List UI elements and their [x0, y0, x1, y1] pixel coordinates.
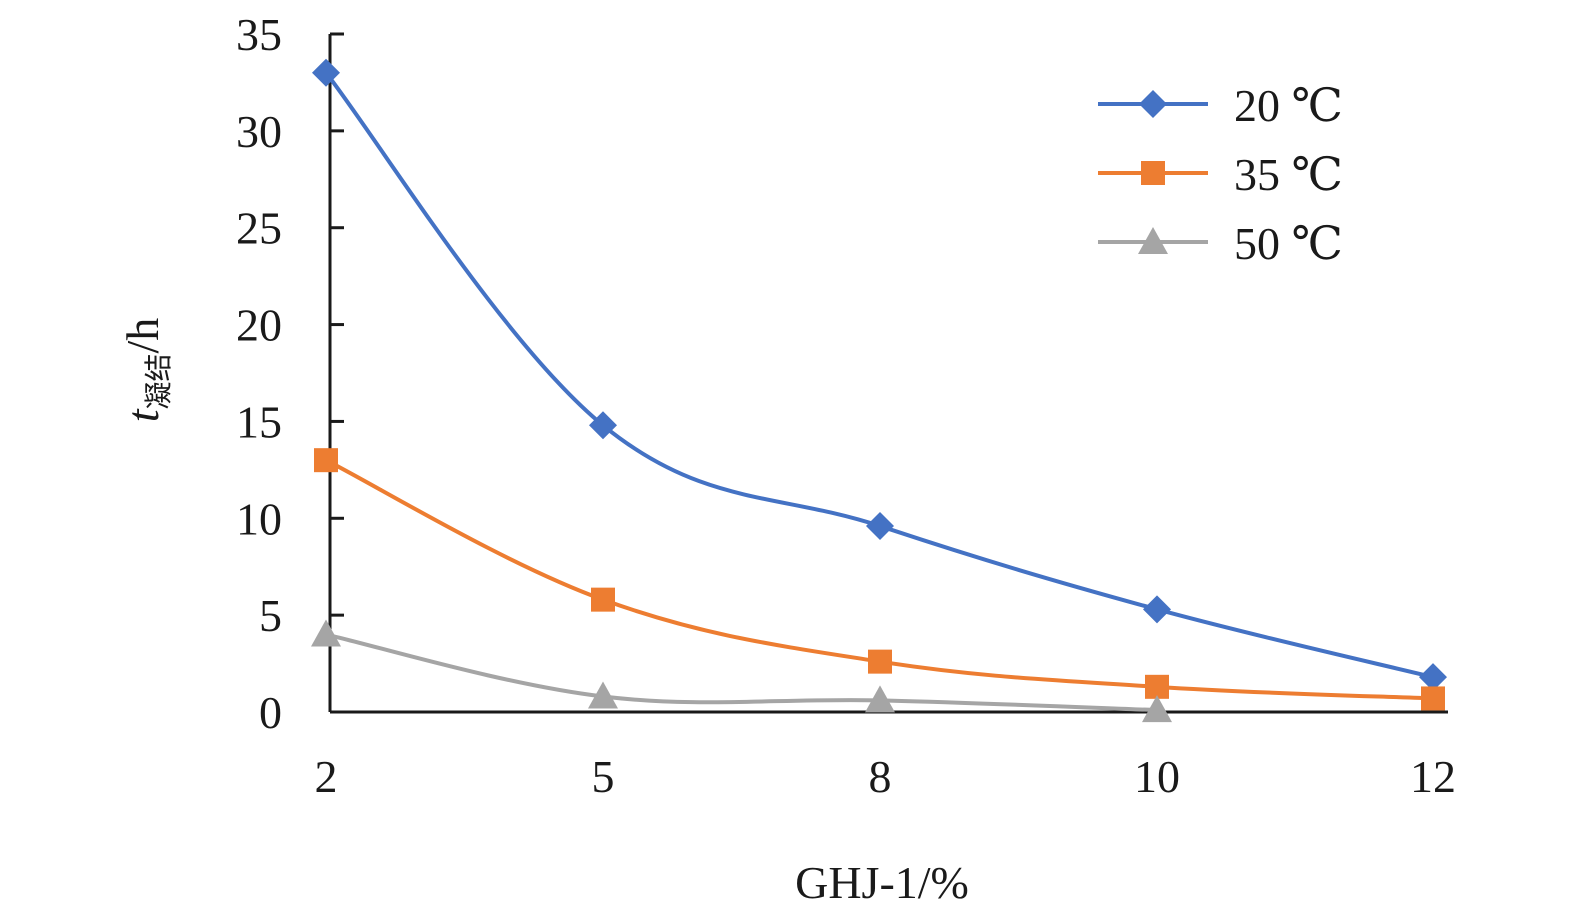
data-point: [591, 587, 615, 612]
y-tick-label: 30: [236, 106, 282, 157]
y-axis-title-subscript: 凝结: [143, 353, 175, 409]
y-tick-label: 5: [259, 590, 282, 641]
data-point: [865, 685, 895, 713]
legend-marker: [1141, 161, 1165, 185]
legend-item: 50 ℃: [1098, 218, 1343, 269]
legend-marker: [1138, 227, 1168, 254]
data-point: [1143, 595, 1171, 624]
legend-item: 35 ℃: [1098, 149, 1343, 200]
data-point: [1142, 695, 1172, 723]
legend: 20 ℃ 35 ℃ 50 ℃: [1098, 80, 1343, 269]
data-point: [868, 649, 892, 674]
y-tick-label: 35: [236, 9, 282, 60]
data-point: [312, 58, 340, 87]
x-axis-ticks: 2 5 8 10 12: [315, 751, 1457, 802]
legend-marker: [1139, 90, 1167, 118]
data-point: [588, 681, 618, 709]
y-axis-title-unit: /h: [117, 318, 168, 354]
x-tick-label: 10: [1134, 751, 1180, 802]
legend-label: 35 ℃: [1234, 149, 1343, 200]
data-point: [1421, 686, 1445, 711]
y-axis-title-main: t: [117, 408, 168, 422]
legend-label: 20 ℃: [1234, 80, 1343, 131]
y-tick-label: 25: [236, 203, 282, 254]
data-point: [314, 448, 338, 473]
data-point: [1419, 663, 1447, 692]
data-point: [589, 411, 617, 440]
series-layer: [311, 58, 1447, 723]
x-axis-title: GHJ-1/%: [795, 857, 969, 908]
x-tick-label: 8: [869, 751, 892, 802]
data-point: [311, 619, 341, 647]
y-axis-title: t凝结/h: [117, 318, 175, 423]
data-point: [866, 512, 894, 541]
legend-label: 50 ℃: [1234, 218, 1343, 269]
legend-item: 20 ℃: [1098, 80, 1343, 131]
series-line: [325, 632, 1158, 713]
series-1: [314, 448, 1445, 711]
y-tick-label: 15: [236, 396, 282, 447]
data-point: [1145, 674, 1169, 699]
y-tick-label: 20: [236, 300, 282, 351]
y-tick-label: 0: [259, 687, 282, 738]
y-tick-label: 10: [236, 493, 282, 544]
x-tick-label: 2: [315, 751, 338, 802]
axes: [328, 34, 1448, 714]
x-tick-label: 12: [1410, 751, 1456, 802]
series-0: [312, 58, 1447, 692]
series-line: [324, 71, 1434, 680]
x-tick-label: 5: [592, 751, 615, 802]
series-2: [311, 619, 1172, 723]
y-axis-ticks: 0 5 10 15 20 25 30 35: [236, 9, 344, 738]
